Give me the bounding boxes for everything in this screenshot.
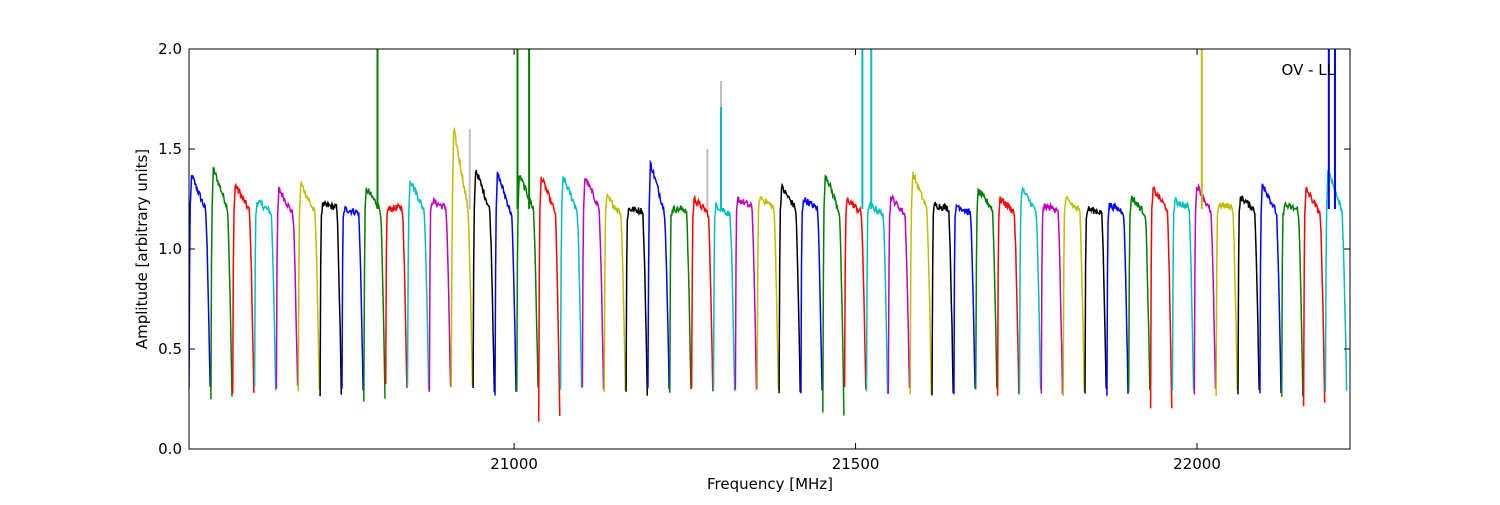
series-segment-21 (625, 206, 649, 396)
series-segment-31 (843, 197, 867, 390)
series-segment-48 (1215, 201, 1239, 396)
series-segment-50 (1259, 183, 1282, 394)
y-tick-label: 2.0 (158, 40, 182, 58)
tick-layer: 21000 21500 22000 0.0 0.5 1.0 1.5 2.0 (158, 40, 1350, 473)
series-segment-19 (581, 177, 605, 390)
series-segment-40 (1040, 201, 1064, 395)
series-segment-35 (931, 201, 954, 396)
y-axis-label: Amplitude [arbitrary units] (133, 149, 151, 349)
series-segment-1 (189, 174, 211, 389)
y-tick-label: 0.0 (158, 440, 182, 458)
series-segment-33 (887, 194, 911, 394)
series-segment-38 (996, 196, 1020, 396)
series-segment-32 (865, 201, 889, 395)
series-segment-14 (472, 169, 496, 393)
series-segment-27 (756, 195, 780, 390)
series-segment-44 (1127, 195, 1151, 392)
annotation-label: OV - LL (1282, 61, 1336, 79)
series-segment-29 (800, 197, 823, 394)
series-segment-9 (363, 187, 386, 402)
series-layer (189, 49, 1348, 422)
x-tick-label: 21500 (832, 455, 880, 473)
series-segment-24 (690, 194, 714, 392)
x-axis-label: Frequency [MHz] (707, 475, 833, 493)
series-segment-12 (428, 196, 452, 392)
series-segment-20 (603, 192, 627, 393)
series-segment-51 (1280, 200, 1304, 397)
series-segment-5 (275, 186, 299, 389)
series-segment-25 (712, 202, 736, 392)
x-tick-label: 22000 (1173, 455, 1221, 473)
series-segment-6 (297, 180, 321, 392)
series-segment-23 (669, 204, 692, 393)
y-tick-label: 0.5 (158, 340, 182, 358)
series-segment-39 (1018, 185, 1042, 395)
series-segment-17 (537, 176, 561, 422)
series-segment-8 (341, 205, 364, 391)
y-tick-label: 1.5 (158, 140, 182, 158)
series-segment-16 (516, 175, 539, 392)
series-segment-26 (734, 196, 758, 390)
series-segment-42 (1084, 206, 1107, 394)
series-segment-7 (319, 199, 343, 397)
series-segment-34 (909, 171, 933, 395)
series-segment-41 (1062, 196, 1086, 397)
series-segment-49 (1237, 195, 1260, 395)
series-segment-43 (1106, 201, 1129, 396)
series-segment-4 (253, 198, 277, 391)
x-tick-label: 21000 (490, 455, 538, 473)
series-segment-46 (1171, 196, 1195, 392)
series-segment-3 (231, 182, 255, 394)
series-segment-18 (559, 176, 583, 390)
series-segment-10 (384, 202, 408, 388)
series-segment-11 (406, 179, 430, 391)
series-segment-47 (1193, 182, 1217, 395)
series-segment-52 (1302, 186, 1326, 407)
y-tick-label: 1.0 (158, 240, 182, 258)
series-segment-30 (822, 175, 845, 416)
series-segment-36 (953, 203, 976, 395)
series-segment-22 (647, 159, 670, 390)
series-segment-37 (974, 187, 998, 390)
series-segment-15 (494, 171, 517, 396)
series-segment-28 (778, 182, 801, 394)
series-segment-45 (1149, 185, 1173, 409)
series-segment-13 (450, 126, 474, 388)
series-segment-2 (210, 166, 233, 400)
